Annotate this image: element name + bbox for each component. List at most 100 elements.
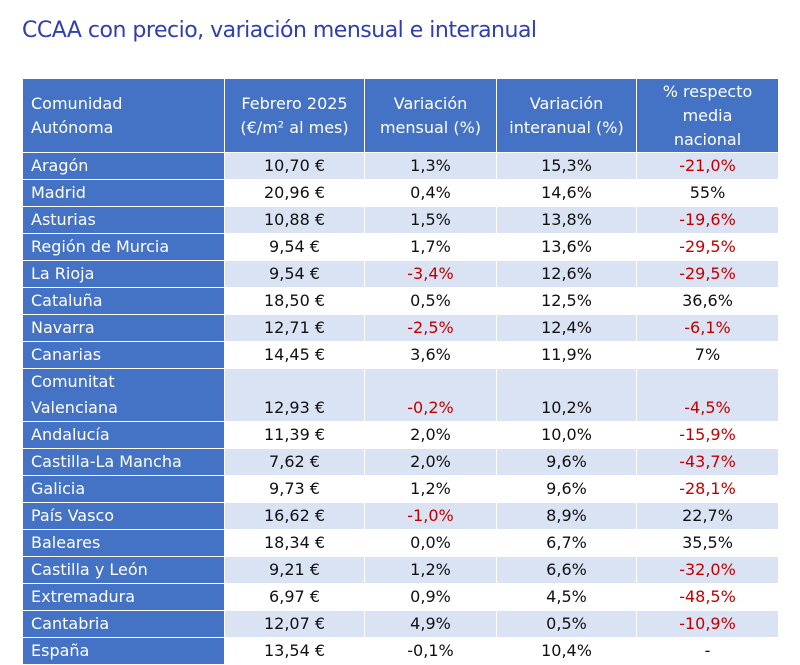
table-row: País Vasco 16,62 € -1,0% 8,9% 22,7% [22,502,779,530]
table-row: Extremadura 6,97 €0,9% 4,5% -48,5% [22,583,779,611]
row-label: Aragón [22,152,225,180]
table-cell: 7% [636,341,779,369]
table-cell: -28,1% [636,475,779,503]
row-label: Andalucía [22,421,225,449]
table-cell: -21,0% [636,152,779,180]
table-row: Navarra 12,71 € -2,5% 12,4% -6,1% [22,314,779,342]
row-label: Galicia [22,475,225,503]
table-cell: 9,54 € [224,233,365,261]
table-cell: 0,9% [364,583,497,611]
table-cell: 9,6% [496,475,637,503]
table-cell: 12,71 € [224,314,365,342]
table-cell: 4,9% [364,610,497,638]
row-label: Extremadura [22,583,225,611]
table-cell: - [636,637,779,665]
table-cell: -0,2% [364,368,497,422]
header-cell: Variación mensual (%) [364,78,497,153]
table-cell: 18,34 € [224,529,365,557]
table-row: Galicia 9,73 €1,2% 9,6% -28,1% [22,475,779,503]
table-cell: 22,7% [636,502,779,530]
table-cell: 10,2% [496,368,637,422]
table-cell: -3,4% [364,260,497,288]
table-cell: 15,3% [496,152,637,180]
table-cell: 2,0% [364,448,497,476]
table-cell: -43,7% [636,448,779,476]
table-row: Canarias 14,45 €3,6% 11,9% 7% [22,341,779,369]
title: CCAA con precio, variación mensual e int… [22,18,537,43]
table-cell: 1,2% [364,475,497,503]
row-label: Castilla y León [22,556,225,584]
table-cell: 0,5% [364,287,497,315]
table-cell: 18,50 € [224,287,365,315]
table-cell: -48,5% [636,583,779,611]
table-cell: 12,07 € [224,610,365,638]
table-cell: 6,7% [496,529,637,557]
table-cell: 10,0% [496,421,637,449]
row-label: Región de Murcia [22,233,225,261]
table-cell: 0,5% [496,610,637,638]
row-label: Castilla-La Mancha [22,448,225,476]
table-cell: 9,54 € [224,260,365,288]
table-cell: 9,73 € [224,475,365,503]
row-label: Comunitat Valenciana [22,368,225,422]
row-label: La Rioja [22,260,225,288]
table-cell: 6,97 € [224,583,365,611]
header-row: Comunidad Autónoma Febrero 2025 (€/m² al … [22,78,779,153]
table-cell: -29,5% [636,260,779,288]
row-label: Cataluña [22,287,225,315]
table-cell: 35,5% [636,529,779,557]
table-row: Aragón 10,70 €1,3% 15,3% -21,0% [22,152,779,180]
header-cell: Comunidad Autónoma [22,78,225,153]
table-row: Baleares 18,34 €0,0% 6,7% 35,5% [22,529,779,557]
row-label: País Vasco [22,502,225,530]
table-cell: 11,39 € [224,421,365,449]
table-cell: 1,5% [364,206,497,234]
table-cell: 13,54 € [224,637,365,665]
table-cell: 2,0% [364,421,497,449]
table-row: Cantabria 12,07 €4,9% 0,5% -10,9% [22,610,779,638]
table-cell: -2,5% [364,314,497,342]
table-cell: 9,6% [496,448,637,476]
table-cell: 10,88 € [224,206,365,234]
table-cell: 10,70 € [224,152,365,180]
table-cell: 4,5% [496,583,637,611]
table-cell: -6,1% [636,314,779,342]
table-cell: -0,1% [364,637,497,665]
table-row: Castilla-La Mancha 7,62 €2,0% 9,6% -43,7% [22,448,779,476]
table-cell: 14,6% [496,179,637,207]
row-label: Cantabria [22,610,225,638]
row-label: Madrid [22,179,225,207]
header-cell: Variación interanual (%) [496,78,637,153]
table-cell: 20,96 € [224,179,365,207]
table-cell: 11,9% [496,341,637,369]
table-cell: -4,5% [636,368,779,422]
table-row: Cataluña 18,50 €0,5% 12,5% 36,6% [22,287,779,315]
header-cell: Febrero 2025 (€/m² al mes) [224,78,365,153]
row-label: Asturias [22,206,225,234]
table-cell: 3,6% [364,341,497,369]
data-table: Comunidad Autónoma Febrero 2025 (€/m² al … [22,78,779,665]
table-cell: 12,5% [496,287,637,315]
table-cell: 14,45 € [224,341,365,369]
table-cell: 8,9% [496,502,637,530]
table-cell: 13,6% [496,233,637,261]
table-cell: -10,9% [636,610,779,638]
table-cell: 10,4% [496,637,637,665]
table-row: Región de Murcia 9,54 €1,7% 13,6% -29,5% [22,233,779,261]
table-cell: 13,8% [496,206,637,234]
row-label: Canarias [22,341,225,369]
table-cell: -19,6% [636,206,779,234]
table-cell: -29,5% [636,233,779,261]
table-cell: 55% [636,179,779,207]
header-cell: % respecto media nacional [636,78,779,153]
table-cell: 12,4% [496,314,637,342]
table-row: Castilla y León 9,21 €1,2% 6,6% -32,0% [22,556,779,584]
table-row: España 13,54 € -0,1% 10,4% - [22,637,779,665]
row-label: España [22,637,225,665]
table-cell: 9,21 € [224,556,365,584]
table-cell: -15,9% [636,421,779,449]
table-row: Asturias 10,88 €1,5% 13,8% -19,6% [22,206,779,234]
table-cell: 1,2% [364,556,497,584]
table-row: Andalucía 11,39 €2,0% 10,0% -15,9% [22,421,779,449]
